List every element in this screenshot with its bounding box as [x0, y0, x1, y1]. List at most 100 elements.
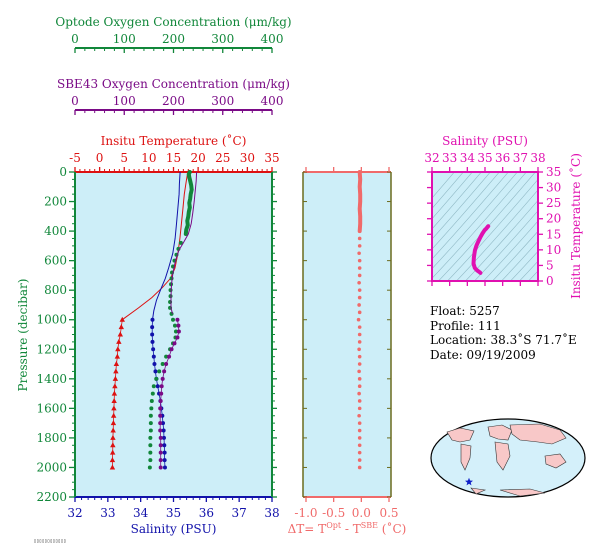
- salinity-tick-label: 34: [133, 506, 149, 520]
- delta-point: [357, 244, 362, 248]
- delta-title-part: (˚C): [378, 521, 406, 536]
- salinity-point: [150, 339, 155, 344]
- sbe43-oxygen-line: [170, 171, 198, 314]
- delta-point: [357, 280, 361, 285]
- sbe43-oxygen-point: [158, 443, 163, 448]
- pressure-tick-label: 2200: [36, 490, 67, 504]
- delta-tick-label: -1.0: [294, 506, 317, 520]
- optode-oxygen-point: [151, 384, 156, 389]
- delta-point: [357, 406, 362, 411]
- ts-salinity-tick-label: 34: [460, 151, 476, 165]
- delta-point: [357, 288, 362, 292]
- delta-point: [357, 421, 362, 425]
- delta-point: [357, 347, 361, 352]
- temperature-point: [119, 316, 125, 322]
- delta-title-superscript: SBE: [361, 521, 378, 530]
- temperature-tick-label: 25: [215, 151, 230, 165]
- temperature-point: [112, 375, 119, 381]
- ts-temp-title: Insitu Temperature (˚C): [568, 153, 583, 299]
- sbe43-oxygen-point: [172, 341, 177, 346]
- temperature-point: [111, 405, 117, 411]
- ts-density-contour: [474, 210, 538, 281]
- temperature-point: [109, 449, 116, 455]
- optode-oxygen-point: [172, 323, 177, 328]
- optode-oxygen-point: [178, 240, 183, 245]
- sbe43-oxygen-point: [158, 458, 163, 463]
- map-landmass: [509, 423, 567, 445]
- delta-point: [357, 258, 362, 263]
- temperature-point: [110, 434, 116, 440]
- salinity-tick-label: 35: [166, 506, 181, 520]
- map-landmass: [446, 427, 475, 443]
- optode-tick-label: 300: [211, 32, 234, 46]
- sbe43-oxygen-point: [164, 362, 169, 367]
- sbe43-tick-label: 400: [261, 94, 284, 108]
- sbe43-oxygen-point: [162, 369, 167, 374]
- ts-density-contour: [456, 189, 538, 281]
- map-landmass: [499, 488, 546, 497]
- sbe43-tick-label: 300: [211, 94, 234, 108]
- sbe43-oxygen-connector: [159, 319, 180, 468]
- ts-density-contour: [465, 199, 538, 281]
- profile-background: [75, 172, 272, 497]
- map-landmass: [460, 443, 472, 471]
- pressure-tick-label: 1800: [36, 431, 67, 445]
- delta-tick-label: 0.5: [379, 506, 398, 520]
- map-landmass: [494, 441, 511, 471]
- optode-oxygen-point: [147, 465, 152, 470]
- temperature-point: [114, 353, 121, 359]
- optode-oxygen-point: [171, 317, 176, 322]
- temperature-point: [112, 383, 118, 389]
- ts-density-contour: [432, 172, 491, 240]
- salinity-point: [162, 465, 167, 470]
- temperature-point: [110, 427, 116, 433]
- delta-point: [357, 369, 361, 374]
- temperature-point: [115, 346, 121, 352]
- profile-panel: 0200400600800100012001400160018002000220…: [16, 133, 280, 536]
- sbe43-axis-title: SBE43 Oxygen Concentration (μm/kg): [57, 77, 290, 91]
- temperature-point: [117, 331, 124, 337]
- delta-point: [357, 377, 362, 381]
- temperature-point: [116, 338, 122, 344]
- delta-point: [357, 443, 362, 448]
- delta-t-panel: -1.0 -0.5 0.0 0.5ΔT= TOpt - TSBE (˚C): [288, 167, 406, 536]
- ts-background: [432, 172, 538, 281]
- salinity-point: [151, 354, 156, 359]
- delta-tick-label: 0.0: [352, 506, 371, 520]
- float-info: Float: 5257 Profile: 111 Location: 38.3˚…: [430, 304, 577, 362]
- delta-point: [357, 310, 362, 315]
- optode-oxygen-point: [148, 458, 153, 463]
- float-location-marker: [465, 477, 473, 486]
- temperature-point: [110, 442, 116, 448]
- sbe43-oxygen-point: [160, 376, 165, 381]
- sbe43-oxygen-point: [158, 398, 163, 403]
- delta-point: [357, 362, 362, 366]
- temperature-tick-label: 10: [141, 151, 156, 165]
- ts-temp-tick-label: 20: [546, 212, 561, 226]
- pressure-tick-label: 800: [44, 283, 67, 297]
- delta-point: [357, 295, 362, 300]
- pressure-tick-label: 0: [59, 165, 67, 179]
- pressure-tick-label: 1400: [36, 372, 67, 386]
- delta-point: [357, 325, 362, 329]
- optode-tick-label: 100: [113, 32, 136, 46]
- sbe43-oxygen-point: [158, 413, 163, 418]
- salinity-point: [162, 458, 167, 463]
- ts-temp-tick-label: 25: [546, 196, 561, 210]
- sbe43-oxygen-point: [176, 329, 181, 334]
- delta-point: [357, 251, 361, 256]
- temperature-tick-label: 5: [120, 151, 128, 165]
- ts-salinity-tick-label: 35: [477, 151, 492, 165]
- delta-point: [357, 266, 362, 270]
- optode-oxygen-thick-line: [183, 170, 194, 236]
- temperature-tick-label: 15: [166, 151, 181, 165]
- salinity-point: [155, 384, 160, 389]
- salinity-tick-label: 32: [67, 506, 82, 520]
- temperature-point: [113, 368, 119, 374]
- ts-salinity-tick-label: 38: [530, 151, 545, 165]
- ts-salinity-tick-label: 32: [424, 151, 439, 165]
- delta-point: [357, 384, 362, 389]
- delta-point: [357, 436, 362, 440]
